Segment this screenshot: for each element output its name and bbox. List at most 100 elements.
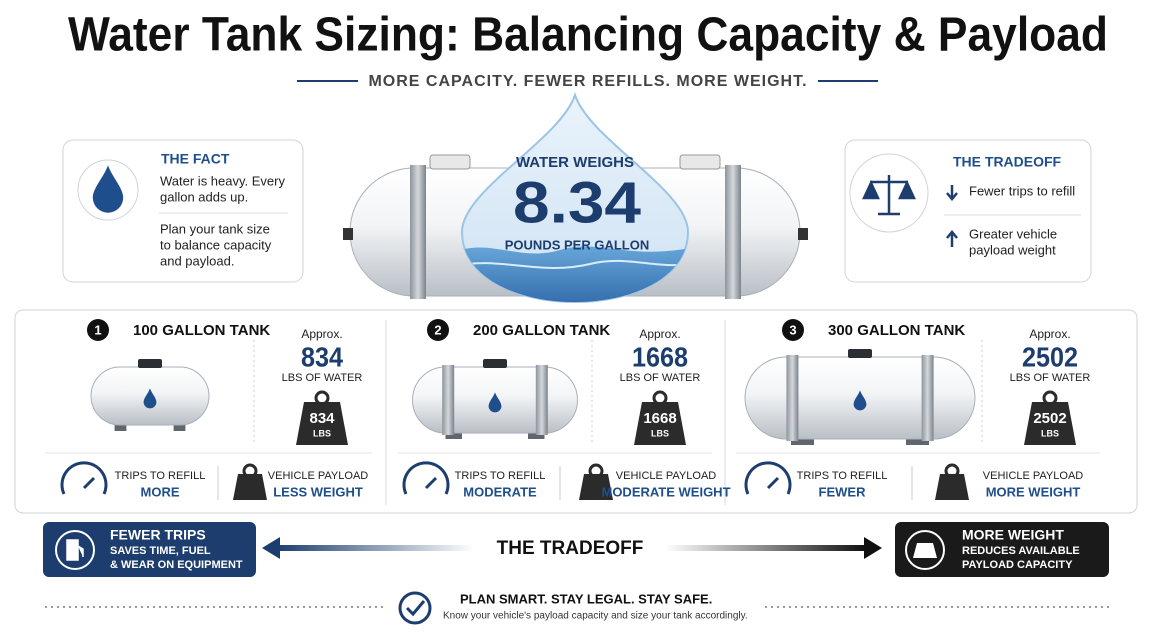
drop-icon	[853, 390, 867, 411]
approx: Approx.	[301, 327, 342, 341]
tank-valve	[343, 228, 353, 240]
approx: Approx.	[1029, 327, 1070, 341]
gauge-icon	[60, 461, 108, 495]
left-badge	[43, 522, 256, 577]
tank-band	[786, 355, 799, 441]
tradeoff-label: THE TRADEOFF	[497, 538, 644, 559]
item-line: payload weight	[969, 242, 1056, 257]
weight-icon	[1024, 402, 1076, 445]
arrow-head	[262, 537, 280, 559]
arrow-down	[946, 185, 958, 201]
item-line: Greater vehicle	[969, 226, 1057, 241]
trips-value: FEWER	[819, 484, 867, 499]
badge-line: PAYLOAD CAPACITY	[962, 559, 1073, 571]
payload-label: VEHICLE PAYLOAD	[268, 470, 369, 482]
payload-value: MODERATE WEIGHT	[601, 484, 730, 499]
weight-unit: LBS OF WATER	[620, 372, 701, 384]
number: 1	[94, 322, 101, 337]
weight-icon	[913, 543, 937, 558]
tank-band	[535, 365, 548, 435]
tank-cap	[679, 154, 721, 170]
badge-weight: 2502	[1033, 410, 1066, 427]
tank-cap	[138, 359, 162, 368]
badge-line: REDUCES AVAILABLE	[962, 545, 1080, 557]
kettlebell-handle	[588, 463, 604, 479]
tank-name: 100 GALLON TANK	[133, 322, 270, 339]
payload-label: VEHICLE PAYLOAD	[616, 470, 717, 482]
weight-handle	[314, 390, 330, 406]
badge-weight: 1668	[643, 410, 676, 427]
payload-value: LESS WEIGHT	[273, 484, 363, 499]
paragraph-line: and payload.	[160, 253, 234, 268]
center-value: 8.34	[513, 170, 641, 235]
kettlebell-icon	[579, 474, 613, 500]
center-top: WATER WEIGHS	[516, 154, 634, 171]
kettlebell-icon	[233, 474, 267, 500]
weight-unit: LBS OF WATER	[282, 372, 363, 384]
trips-label: TRIPS TO REFILL	[455, 470, 546, 482]
number-badge	[427, 319, 449, 341]
center-unit: POUNDS PER GALLON	[505, 237, 649, 252]
footer-text: Know your vehicle's payload capacity and…	[443, 611, 748, 622]
paragraph-line: to balance capacity	[160, 237, 272, 252]
gauge-icon	[402, 461, 450, 495]
tank-band	[921, 355, 934, 441]
badge-line: SAVES TIME, FUEL	[110, 545, 211, 557]
number: 3	[789, 322, 796, 337]
gauge-needle	[424, 476, 438, 490]
weight: 2502	[1022, 341, 1078, 372]
icon-circle	[905, 530, 945, 570]
check-circle	[398, 591, 432, 625]
check-mark	[405, 600, 426, 617]
arrow-up	[946, 230, 958, 247]
icon-circle	[55, 530, 95, 570]
kettlebell-handle	[242, 463, 258, 479]
drop-icon	[92, 165, 124, 213]
gauge-needle	[82, 476, 96, 490]
tank-valve	[798, 228, 808, 240]
water-wave	[462, 259, 688, 269]
trips-value: MODERATE	[463, 484, 537, 499]
badge-unit: LBS	[651, 428, 669, 438]
footer-heading: PLAN SMART. STAY LEGAL. STAY SAFE.	[460, 591, 712, 606]
kettlebell-handle	[944, 463, 960, 479]
heading: THE FACT	[161, 151, 230, 167]
title: Water Tank Sizing: Balancing Capacity & …	[68, 9, 1108, 62]
trips-label: TRIPS TO REFILL	[797, 470, 888, 482]
badge-unit: LBS	[1041, 428, 1059, 438]
scale-icon	[862, 175, 916, 216]
tank-cap	[483, 359, 507, 368]
paragraph-line: Water is heavy. Every	[160, 173, 285, 188]
tank-name: 300 GALLON TANK	[828, 322, 965, 339]
weight-icon	[634, 402, 686, 445]
arrow-head	[864, 537, 882, 559]
tank-cap	[429, 154, 471, 170]
badge-weight: 834	[309, 410, 335, 427]
tank-cap	[848, 349, 872, 358]
tank-band	[410, 165, 426, 299]
trips-label: TRIPS TO REFILL	[115, 470, 206, 482]
weight-handle	[652, 390, 668, 406]
number-badge	[87, 319, 109, 341]
weight-icon	[296, 402, 348, 445]
drop-icon	[143, 388, 157, 409]
tank-band	[725, 165, 741, 299]
badge-heading: FEWER TRIPS	[110, 527, 206, 543]
kettlebell-icon	[935, 474, 969, 500]
tank-name: 200 GALLON TANK	[473, 322, 610, 339]
arrow-shaft	[665, 545, 865, 551]
gauge-needle	[766, 476, 780, 490]
arrow-shaft	[275, 545, 475, 551]
weight: 834	[301, 341, 343, 372]
weight-unit: LBS OF WATER	[1010, 372, 1091, 384]
approx: Approx.	[639, 327, 680, 341]
weight-handle	[1042, 390, 1058, 406]
badge-unit: LBS	[313, 428, 331, 438]
trips-value: MORE	[141, 484, 180, 499]
scale-part	[862, 180, 916, 200]
item-line: Fewer trips to refill	[969, 183, 1075, 198]
number: 2	[434, 322, 441, 337]
paragraph-line: Plan your tank size	[160, 221, 270, 236]
